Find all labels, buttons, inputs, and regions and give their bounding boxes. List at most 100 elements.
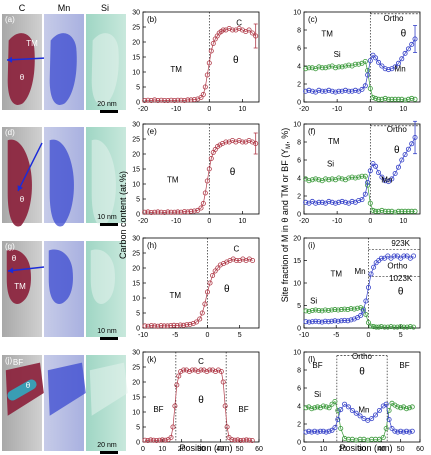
data-point <box>371 264 377 270</box>
plot-c: -20 -10 0 10 0 2 4 6 8 10 (c)TM Si Ortho θ Mn <box>293 10 421 113</box>
data-point <box>398 405 404 411</box>
data-point <box>309 319 315 325</box>
data-point <box>181 322 187 328</box>
data-point <box>398 255 404 261</box>
data-point <box>142 437 148 443</box>
data-point <box>399 96 405 102</box>
panel-label: (f) <box>308 127 316 136</box>
data-point <box>402 152 408 158</box>
data-point <box>195 368 201 374</box>
data-point <box>165 209 171 215</box>
annotation-label: TM <box>170 65 182 74</box>
data-point <box>204 178 210 184</box>
y-tick-label: 0 <box>136 326 140 333</box>
data-point <box>376 170 382 176</box>
silicon-depletion <box>91 33 119 105</box>
data-point <box>223 139 229 145</box>
data-point <box>395 429 401 435</box>
data-point <box>336 64 342 70</box>
data-point <box>184 367 190 373</box>
region-label: θ <box>20 195 25 204</box>
annotation-label: C <box>198 357 204 366</box>
data-point <box>365 417 371 423</box>
data-point <box>326 64 332 70</box>
data-point <box>373 208 379 214</box>
plot-frame <box>142 237 260 329</box>
data-point <box>386 408 392 414</box>
data-point <box>175 209 181 215</box>
y-tick-label: 0 <box>136 100 140 107</box>
data-point <box>309 406 315 412</box>
y-axis-title-site-fraction: Site fraction of M in θ and TM or BF (YM… <box>280 128 292 302</box>
data-point <box>395 208 401 214</box>
tomo-row-3: 10 nm (g) θ TM <box>2 241 126 340</box>
cementite-particle <box>7 33 35 105</box>
y-tick-label: 2 <box>297 82 301 89</box>
y-tick-label: 10 <box>132 182 140 189</box>
data-point <box>192 367 198 373</box>
x-tick-label: -10 <box>138 332 148 339</box>
data-point <box>312 405 318 411</box>
x-tick-label: 10 <box>158 446 166 453</box>
data-point <box>376 59 382 65</box>
data-point <box>207 280 213 286</box>
data-point <box>326 428 332 434</box>
y-tick-label: 30 <box>132 236 140 243</box>
data-point <box>342 306 348 312</box>
data-point <box>249 30 255 36</box>
y-tick-label: 25 <box>132 25 140 32</box>
data-point <box>336 88 342 94</box>
y-tick-label: 30 <box>132 122 140 129</box>
annotation-label: TM <box>330 269 342 278</box>
data-point <box>382 95 388 101</box>
region-label: θ <box>26 381 31 390</box>
x-tick-label: 20 <box>339 446 347 453</box>
x-tick-label: -5 <box>333 332 339 339</box>
data-point <box>158 209 164 215</box>
data-point <box>303 319 309 325</box>
data-point <box>142 209 148 215</box>
data-point <box>326 198 332 204</box>
data-point <box>200 92 206 98</box>
y-tick-label: 5 <box>136 85 140 92</box>
data-point <box>249 438 255 444</box>
data-point <box>189 367 195 373</box>
data-point <box>250 257 256 263</box>
panel-label: (d) <box>5 128 15 137</box>
data-point <box>197 316 203 322</box>
data-point <box>338 318 344 324</box>
x-tick-label: -5 <box>172 332 178 339</box>
y-tick-label: 4 <box>297 64 301 71</box>
y-tick-label: 20 <box>293 236 301 243</box>
data-point <box>155 209 161 215</box>
data-point <box>404 324 410 330</box>
data-point <box>411 324 417 330</box>
annotation-label: Si <box>327 159 334 168</box>
y-axis-title-carbon: Carbon content (at.%) <box>118 171 128 259</box>
data-point <box>399 208 405 214</box>
panel-label: (c) <box>308 15 318 24</box>
scale-bar-label: 10 nm <box>97 214 117 221</box>
data-point <box>332 200 338 206</box>
data-point <box>407 324 413 330</box>
data-point <box>362 191 368 197</box>
data-point <box>313 176 319 182</box>
annotation-label: θ <box>230 167 236 178</box>
series-mn <box>303 253 417 325</box>
y-tick-label: 5 <box>297 303 301 310</box>
data-point <box>386 67 392 73</box>
data-point <box>210 273 216 279</box>
x-tick-label: 0 <box>368 106 372 113</box>
data-point <box>198 205 204 211</box>
data-point <box>336 199 342 205</box>
scale-bar <box>100 110 118 113</box>
y-tick-label: 0 <box>297 440 301 447</box>
annotation-label: Si <box>334 50 341 59</box>
data-point <box>177 322 183 328</box>
data-point <box>376 96 382 102</box>
column-header-si: Si <box>101 3 109 13</box>
data-point <box>323 176 329 182</box>
y-tick-label: 4 <box>297 404 301 411</box>
annotation-label: TM <box>328 137 340 146</box>
